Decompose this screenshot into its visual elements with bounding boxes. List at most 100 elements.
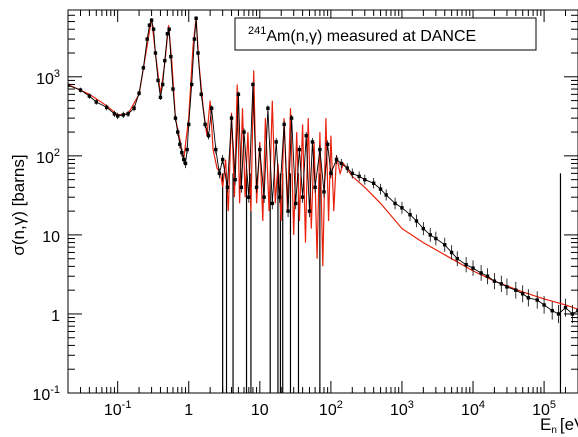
x-tick-label: 10-1	[104, 399, 132, 419]
data-point	[137, 91, 141, 95]
data-point	[153, 51, 158, 55]
data-point	[325, 142, 330, 147]
data-point	[434, 236, 438, 241]
data-point	[449, 250, 454, 255]
data-point	[112, 112, 117, 116]
x-axis-title-unit: [eV]	[560, 415, 578, 434]
y-tick-label: 103	[36, 68, 60, 88]
x-tick-label: 10	[251, 402, 269, 419]
data-point	[289, 116, 294, 120]
data-point	[304, 133, 308, 138]
data-point	[542, 303, 546, 307]
data-point	[149, 18, 154, 22]
data-point	[189, 82, 194, 87]
data-point	[322, 190, 326, 194]
data-point	[274, 140, 278, 144]
y-tick-label: 1	[51, 308, 60, 325]
data-point	[384, 193, 388, 197]
data-point	[520, 292, 525, 296]
data-point	[371, 181, 376, 185]
y-tick-label: 10	[42, 229, 60, 246]
data-point	[414, 219, 419, 223]
data-point	[180, 150, 184, 155]
x-tick-label: 103	[390, 399, 414, 419]
data-point	[262, 195, 266, 199]
data-point	[167, 27, 171, 31]
data-point	[236, 92, 241, 97]
data-point	[203, 122, 207, 127]
data-point	[443, 243, 447, 247]
data-point	[535, 298, 539, 302]
y-axis-title: σ(n,γ) [barns]	[9, 154, 28, 255]
data-point	[400, 206, 404, 210]
data-point	[266, 106, 270, 110]
data-point	[421, 226, 426, 231]
data-point	[307, 209, 312, 213]
x-tick-label: 104	[461, 399, 485, 419]
data-point	[297, 147, 302, 152]
x-tick-label: 105	[532, 399, 556, 419]
data-point	[171, 87, 175, 91]
data-point	[194, 16, 198, 20]
data-point	[350, 171, 354, 176]
data-point	[163, 58, 167, 63]
data-point	[151, 27, 156, 31]
x-axis-title-sub: n	[551, 425, 557, 436]
data-point	[455, 256, 459, 261]
data-point	[173, 116, 178, 120]
data-point	[145, 37, 149, 41]
data-point	[357, 174, 361, 179]
x-tick-label: 1	[184, 402, 193, 419]
data-point	[563, 305, 568, 310]
data-point	[334, 157, 339, 162]
data-point	[141, 66, 146, 70]
data-point	[214, 147, 218, 152]
y-tick-label: 10-1	[32, 384, 60, 404]
data-point	[158, 95, 163, 100]
data-point	[239, 185, 244, 190]
data-point	[196, 51, 200, 55]
data-point	[464, 262, 468, 267]
data-point	[192, 37, 197, 41]
data-point	[428, 233, 432, 237]
data-point	[247, 195, 251, 199]
legend: 241Am(n,γ) measured at DANCE	[234, 17, 537, 51]
data-point	[556, 312, 561, 316]
data-point	[270, 201, 275, 206]
plot-frame	[67, 9, 578, 394]
data-point	[258, 147, 262, 152]
data-point	[576, 308, 578, 313]
data-point	[68, 83, 70, 88]
data-point	[492, 279, 497, 283]
data-point	[339, 161, 343, 166]
data-point	[251, 82, 255, 87]
data-point	[363, 177, 367, 182]
data-point	[217, 171, 222, 176]
data-point	[147, 23, 152, 27]
data-point	[229, 116, 234, 120]
data-point	[187, 122, 191, 127]
data-point	[282, 122, 286, 127]
x-tick-label: 102	[319, 399, 343, 419]
data-point	[345, 166, 349, 170]
data-point	[499, 282, 504, 286]
data-point	[185, 147, 189, 152]
data-point	[182, 157, 186, 162]
data-point	[505, 285, 509, 289]
data-point	[199, 92, 203, 97]
data-point	[378, 187, 383, 191]
legend-isotope: 241	[248, 25, 266, 37]
data-point	[485, 274, 490, 278]
data-point	[121, 113, 126, 117]
data-point	[176, 130, 180, 134]
data-point	[408, 213, 412, 217]
data-point	[183, 161, 188, 166]
data-point	[514, 288, 518, 292]
data-point	[294, 201, 298, 206]
data-point	[277, 195, 282, 199]
data-point	[318, 147, 322, 152]
data-point	[286, 209, 290, 213]
data-point	[94, 100, 98, 104]
x-axis-title: En[eV]	[540, 415, 578, 436]
data-point	[570, 312, 575, 316]
